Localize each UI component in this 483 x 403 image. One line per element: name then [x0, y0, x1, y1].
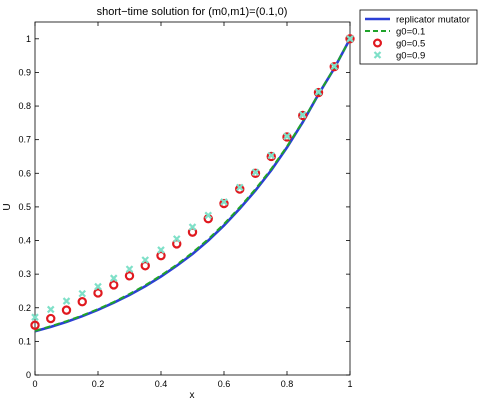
data-point-g0-0-5 [219, 198, 229, 209]
data-point-g0-0-9 [188, 223, 197, 231]
data-point-g0-0-9 [172, 235, 181, 243]
y-axis-label: U [2, 203, 13, 210]
x-axis-label: x [190, 390, 195, 401]
series-line-g0-0-1 [34, 38, 351, 332]
data-point-g0-0-9 [346, 35, 354, 43]
data-point-g0-0-5 [124, 271, 135, 281]
data-point-g0-0-5 [61, 305, 72, 315]
legend-swatch [373, 38, 383, 48]
data-point-g0-0-9 [62, 297, 71, 305]
y-tick-label: 0.7 [18, 135, 31, 145]
data-point-g0-0-9 [220, 198, 228, 206]
data-point-g0-0-5 [250, 168, 261, 178]
data-point-g0-0-9 [251, 168, 260, 177]
data-point-g0-0-5 [46, 313, 56, 324]
data-point-g0-0-9 [157, 246, 165, 254]
x-tick-label: 0.4 [155, 379, 168, 389]
data-point-g0-0-9 [78, 289, 87, 298]
legend-label: g0=0.9 [396, 51, 425, 62]
data-point-g0-0-5 [30, 320, 40, 330]
legend-label: replicator mutator [396, 15, 470, 26]
data-point-g0-0-9 [31, 313, 39, 321]
data-point-g0-0-5 [93, 288, 103, 298]
data-point-g0-0-5 [298, 110, 308, 121]
y-tick-label: 0.9 [18, 67, 31, 77]
data-point-g0-0-5 [313, 87, 324, 98]
data-point-g0-0-9 [314, 88, 323, 96]
x-tick-label: 0 [32, 379, 37, 389]
y-tick-label: 0.5 [18, 202, 31, 212]
y-tick-label: 1 [26, 34, 31, 44]
data-point-g0-0-9 [109, 274, 118, 282]
data-point-g0-0-5 [282, 132, 292, 142]
data-point-g0-0-9 [94, 282, 102, 291]
data-point-g0-0-9 [283, 132, 291, 141]
data-point-g0-0-5 [329, 62, 339, 72]
data-point-g0-0-5 [140, 261, 150, 271]
x-tick-label: 0.2 [92, 379, 105, 389]
y-tick-label: 0.8 [18, 101, 31, 111]
data-point-g0-0-9 [298, 111, 307, 119]
x-tick-label: 1 [347, 379, 352, 389]
data-point-g0-0-9 [267, 151, 276, 160]
legend-label: g0=0.5 [396, 39, 425, 50]
data-point-g0-0-9 [235, 183, 244, 192]
data-point-g0-0-9 [46, 305, 55, 314]
legend-swatch [373, 51, 382, 59]
data-point-g0-0-9 [330, 62, 339, 71]
y-tick-label: 0 [26, 370, 31, 380]
x-tick-label: 0.8 [281, 379, 294, 389]
y-tick-label: 0.4 [18, 236, 31, 246]
data-point-g0-0-5 [156, 250, 166, 261]
axes-box [34, 21, 351, 376]
legend-label: g0=0.1 [396, 27, 425, 38]
data-point-g0-0-5 [235, 184, 245, 194]
data-point-g0-0-9 [204, 211, 213, 220]
plot-area: 0 0.2 0.4 0.6 0.8 1 0 0.1 0.2 0.3 0.4 0.5 0.6 0.7 0.8 0… [18, 21, 355, 389]
data-point-g0-0-5 [345, 34, 355, 44]
data-point-g0-0-5 [266, 151, 276, 162]
y-tick-label: 0.1 [18, 336, 31, 346]
data-point-g0-0-5 [77, 297, 87, 307]
x-tick-label: 0.6 [218, 379, 231, 389]
chart-title: short−time solution for (m0,m1)=(0.1,0) [97, 6, 288, 18]
data-point-g0-0-9 [141, 256, 150, 264]
y-tick-label: 0.2 [18, 303, 31, 313]
data-point-g0-0-9 [125, 265, 134, 273]
y-tick-label: 0.3 [18, 269, 31, 279]
data-point-g0-0-5 [109, 280, 119, 290]
y-tick-label: 0.6 [18, 168, 31, 178]
